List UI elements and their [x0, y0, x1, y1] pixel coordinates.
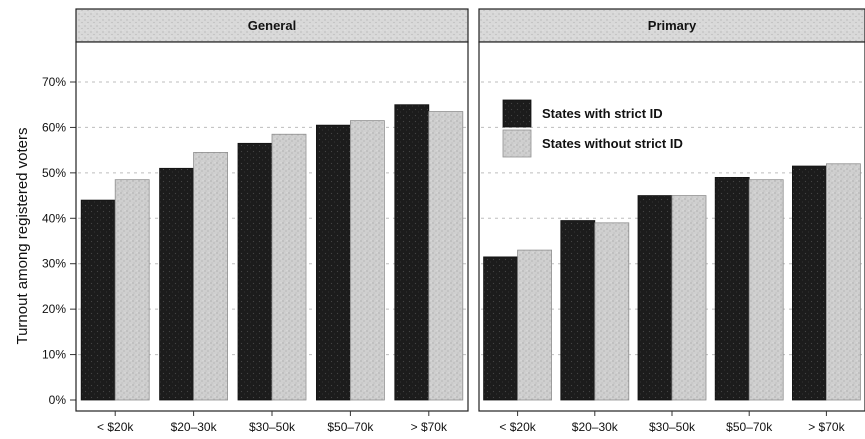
legend-swatch-no-strict: [502, 129, 532, 158]
bar-no-strict-id: [671, 195, 707, 401]
y-tick-label: 50%: [42, 166, 66, 180]
bar-strict-id: [315, 124, 351, 401]
facet-title: Primary: [648, 18, 697, 33]
y-tick-label: 60%: [42, 120, 66, 134]
bar-strict-id: [714, 176, 750, 401]
x-tick-label: $30–50k: [649, 420, 696, 434]
y-tick-label: 70%: [42, 75, 66, 89]
x-tick-label: $30–50k: [249, 420, 296, 434]
x-tick-label: $20–30k: [572, 420, 619, 434]
bar-no-strict-id: [428, 111, 464, 401]
bar-no-strict-id: [826, 163, 861, 401]
x-tick-label: > $70k: [808, 420, 845, 434]
x-tick-label: $50–70k: [327, 420, 374, 434]
legend: States with strict ID States without stri…: [502, 99, 683, 158]
x-tick-label: $50–70k: [726, 420, 773, 434]
x-tick-label: $20–30k: [171, 420, 218, 434]
legend-swatch-strict: [502, 99, 532, 128]
bar-no-strict-id: [594, 222, 630, 401]
bar-strict-id: [560, 220, 596, 401]
y-axis-title: Turnout among registered voters: [14, 127, 31, 344]
bar-no-strict-id: [517, 249, 552, 401]
bar-no-strict-id: [271, 133, 307, 401]
legend-label: States with strict ID: [542, 106, 663, 121]
panel-primary: Primary < $20k $20–30k $30–50k $50–70k > $70k: [478, 8, 865, 434]
bar-strict-id: [483, 256, 519, 401]
legend-label: States without strict ID: [542, 136, 683, 151]
bar-no-strict-id: [748, 179, 784, 401]
bar-strict-id: [159, 167, 195, 401]
bar-strict-id: [637, 195, 673, 401]
bar-no-strict-id: [193, 152, 229, 401]
panel-general: General < $20k $20–30k $30–50k $50–70k > $70k: [75, 8, 469, 434]
x-tick-label: < $20k: [97, 420, 134, 434]
bar-strict-id: [237, 142, 273, 401]
bar-strict-id: [394, 104, 430, 401]
bar-no-strict-id: [349, 120, 385, 401]
y-tick-label: 40%: [42, 211, 66, 225]
bar-strict-id: [80, 199, 116, 401]
facet-title: General: [248, 18, 296, 33]
y-tick-label: 10%: [42, 348, 66, 362]
facet-strip: [75, 8, 469, 43]
y-tick-label: 30%: [42, 257, 66, 271]
bar-no-strict-id: [114, 179, 150, 401]
y-tick-label: 0%: [49, 393, 67, 407]
y-tick-labels: 0% 10% 20% 30% 40% 50% 60% 70%: [42, 75, 76, 407]
bar-strict-id: [792, 165, 827, 401]
y-tick-label: 20%: [42, 302, 66, 316]
x-tick-label: > $70k: [411, 420, 448, 434]
x-tick-label: < $20k: [499, 420, 536, 434]
